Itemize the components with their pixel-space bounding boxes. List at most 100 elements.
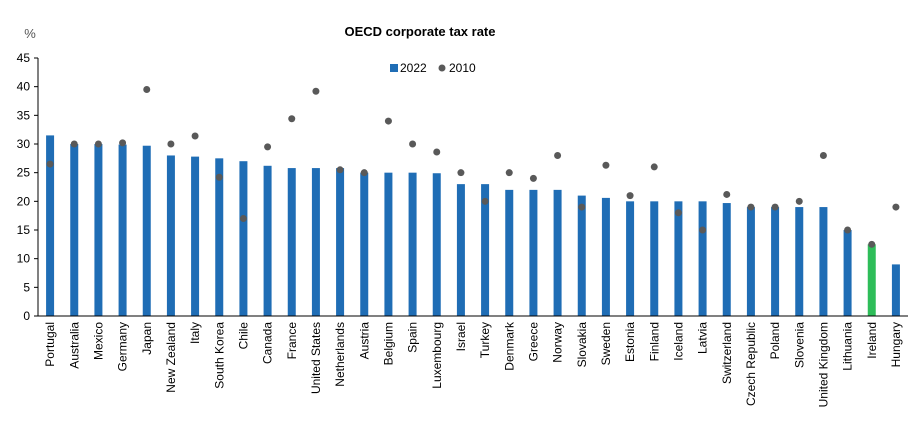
x-category-label: Mexico <box>91 322 105 360</box>
bars-2022 <box>46 135 900 316</box>
bar-2022-netherlands <box>336 168 345 316</box>
y-tick-label: 5 <box>23 280 30 294</box>
x-category-label: Luxembourg <box>430 322 444 389</box>
bar-2022-austria <box>360 172 369 316</box>
y-tick-label: 15 <box>17 223 31 237</box>
bar-2022-estonia <box>626 201 635 316</box>
dot-2010-austria <box>360 169 368 177</box>
x-category-label: Norway <box>551 322 565 363</box>
bar-2022-united-kingdom <box>819 207 828 316</box>
bar-2022-spain <box>408 172 417 316</box>
x-category-label: Finland <box>647 322 661 361</box>
dot-2010-ireland <box>868 240 876 248</box>
x-category-label: Sweden <box>599 322 613 365</box>
bar-2022-turkey <box>481 184 490 316</box>
x-category-label: Iceland <box>671 322 685 361</box>
y-tick-label: 40 <box>17 80 31 94</box>
bar-2022-sweden <box>601 197 610 316</box>
x-category-label: South Korea <box>212 322 226 389</box>
bar-2022-portugal <box>46 135 55 316</box>
dot-2010-hungary <box>892 203 900 211</box>
bar-2022-canada <box>263 165 272 316</box>
x-category-label: Hungary <box>889 322 903 367</box>
dot-2010-chile <box>239 215 247 223</box>
dot-2010-finland <box>650 163 658 171</box>
bar-2022-italy <box>191 156 200 316</box>
dot-2010-slovakia <box>578 203 586 211</box>
x-category-label: Israel <box>454 322 468 351</box>
dot-2010-slovenia <box>795 197 803 205</box>
bar-2022-united-states <box>311 168 320 316</box>
x-category-label: France <box>285 322 299 360</box>
bar-2022-new-zealand <box>166 155 175 316</box>
bar-2022-switzerland <box>722 203 731 316</box>
chart-title: OECD corporate tax rate <box>345 24 496 39</box>
legend-swatch-2022 <box>390 64 398 72</box>
x-category-label: Spain <box>406 322 420 353</box>
dot-2010-latvia <box>699 226 707 234</box>
y-tick-label: 20 <box>17 194 31 208</box>
bar-2022-lithuania <box>843 230 852 316</box>
bar-2022-denmark <box>505 189 514 316</box>
bar-2022-greece <box>529 189 538 316</box>
dot-2010-czech-republic <box>747 203 755 211</box>
bar-2022-czech-republic <box>746 207 755 316</box>
x-category-label: Lithuania <box>841 322 855 371</box>
bar-2022-finland <box>650 201 659 316</box>
bar-2022-france <box>287 168 296 316</box>
dot-2010-new-zealand <box>167 140 175 148</box>
legend-label-2010: 2010 <box>449 61 476 75</box>
dot-2010-lithuania <box>844 226 852 234</box>
x-category-label: Italy <box>188 322 202 344</box>
y-tick-label: 30 <box>17 137 31 151</box>
dot-2010-south-korea <box>215 173 223 181</box>
x-category-label: Denmark <box>502 321 516 371</box>
x-category-label: Germany <box>116 322 130 371</box>
dot-2010-israel <box>457 169 465 177</box>
dot-2010-belgium <box>384 117 392 125</box>
bar-2022-ireland <box>867 244 876 316</box>
dot-2010-mexico <box>94 140 102 148</box>
x-category-label: Japan <box>140 322 154 355</box>
dot-2010-switzerland <box>723 190 731 198</box>
bar-2022-luxembourg <box>432 173 441 316</box>
dot-2010-norway <box>554 151 562 159</box>
x-category-label: United Kingdom <box>816 322 830 407</box>
x-category-label: Canada <box>261 322 275 364</box>
x-category-label: Portugal <box>43 322 57 367</box>
bar-2022-slovenia <box>795 207 804 316</box>
x-category-label: Belgium <box>381 322 395 365</box>
x-category-label: Latvia <box>696 322 710 354</box>
dot-2010-greece <box>529 174 537 182</box>
x-category-label: Estonia <box>623 322 637 362</box>
bar-2022-japan <box>142 145 151 316</box>
x-category-label: Chile <box>236 322 250 350</box>
bar-2022-south-korea <box>215 158 224 316</box>
dots-2010 <box>46 86 900 248</box>
bar-2022-germany <box>118 144 127 316</box>
legend-label-2022: 2022 <box>400 61 427 75</box>
x-category-label: Ireland <box>865 322 879 359</box>
y-axis-unit-label: % <box>24 26 36 41</box>
x-category-label: Netherlands <box>333 322 347 387</box>
bar-2022-latvia <box>698 201 707 316</box>
dot-2010-netherlands <box>336 166 344 174</box>
dot-2010-japan <box>143 86 151 94</box>
y-axis: 0 5 10 15 20 25 30 35 40 45 <box>17 51 39 323</box>
dot-2010-united-states <box>312 87 320 95</box>
x-category-label: New Zealand <box>164 322 178 393</box>
bar-2022-slovakia <box>577 195 586 316</box>
dot-2010-estonia <box>626 192 634 200</box>
dot-2010-germany <box>119 139 127 147</box>
x-category-label: Greece <box>526 322 540 362</box>
bar-2022-mexico <box>94 144 103 316</box>
dot-2010-france <box>288 115 296 123</box>
dot-2010-turkey <box>481 197 489 205</box>
dot-2010-canada <box>264 143 272 151</box>
x-category-label: Austria <box>357 322 371 360</box>
dot-2010-spain <box>409 140 417 148</box>
x-category-label: Slovakia <box>575 322 589 368</box>
y-tick-label: 35 <box>17 108 31 122</box>
bar-2022-belgium <box>384 172 393 316</box>
y-tick-label: 45 <box>17 51 31 65</box>
